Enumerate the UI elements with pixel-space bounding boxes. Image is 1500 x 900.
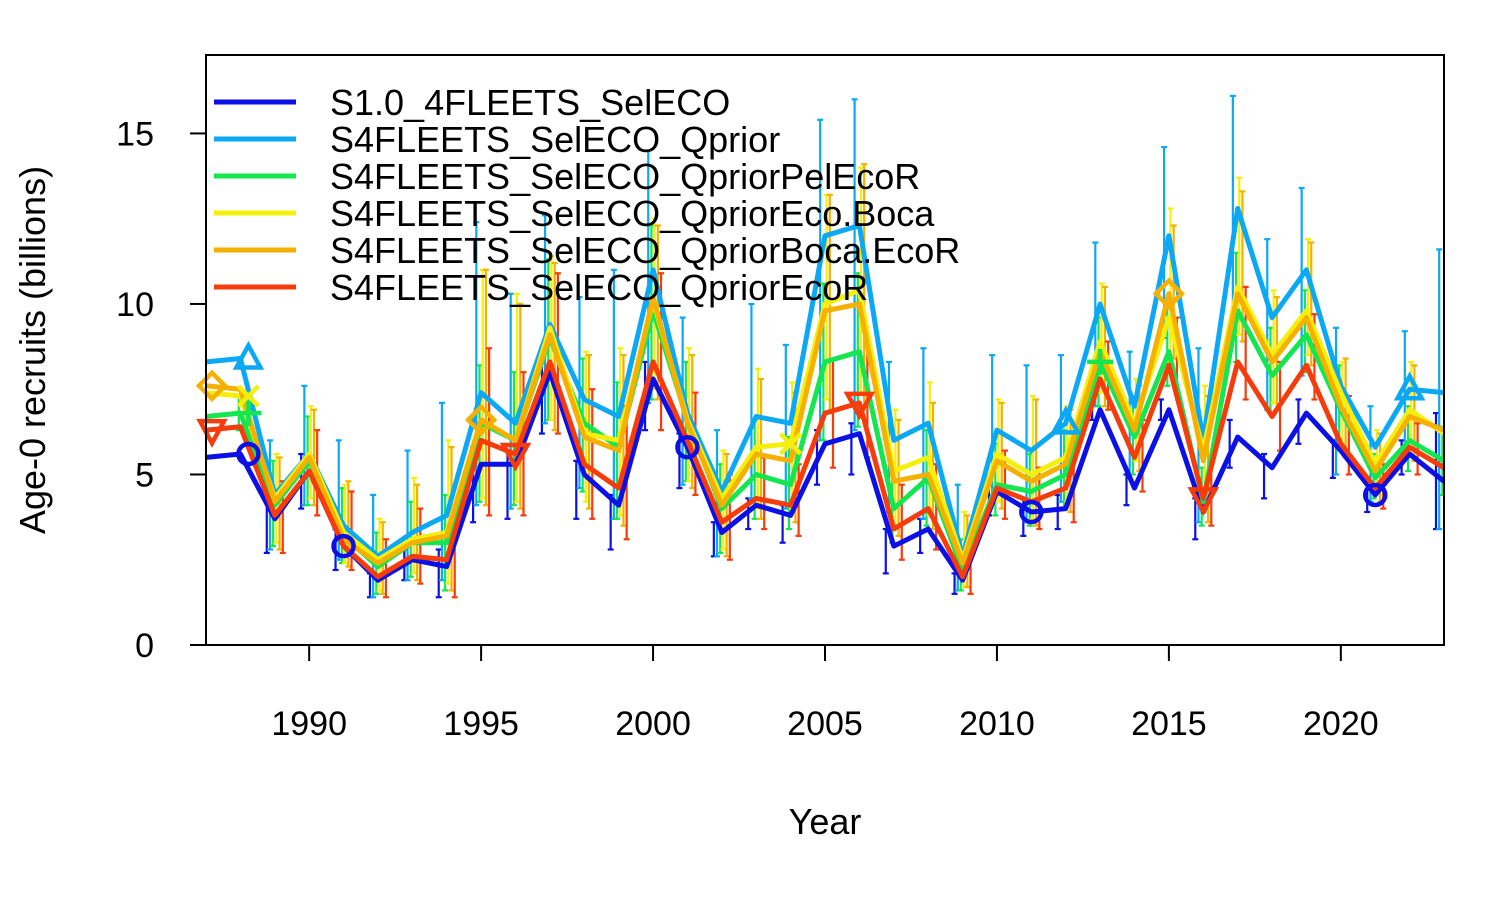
legend-label: S4FLEETS_SelECO_QpriorEco.Boca (330, 193, 935, 234)
x-tick-label: 1995 (443, 705, 519, 743)
y-tick-label: 15 (116, 115, 154, 153)
series-marker (675, 434, 700, 460)
axes-layer: 1990 1995 2000 2005 2010 2015 2020 0 5 10 15 (116, 115, 1378, 743)
y-axis-label: Age-0 recruits (billions) (12, 166, 53, 534)
legend-label: S4FLEETS_SelECO_QpriorBoca.EcoR (330, 230, 960, 271)
series-line (206, 291, 1444, 566)
legend-label: S4FLEETS_SelECO_QpriorEcoR (330, 267, 868, 308)
legend-label: S1.0_4FLEETS_SelECO (330, 82, 730, 123)
series-marker (236, 384, 260, 408)
series-marker (195, 369, 229, 402)
markers-layer (195, 277, 1426, 559)
legend-label: S4FLEETS_SelECO_QpriorPelEcoR (330, 156, 920, 197)
x-tick-label: 2000 (615, 705, 691, 743)
series-marker (196, 418, 228, 448)
series-marker (499, 442, 532, 472)
legend: S1.0_4FLEETS_SelECOS4FLEETS_SelECO_Qprio… (214, 82, 960, 308)
series-marker (236, 441, 261, 467)
series-line (206, 359, 1444, 580)
series-marker (1187, 487, 1220, 517)
y-tick-label: 5 (135, 456, 154, 494)
x-tick-label: 2010 (959, 705, 1035, 743)
series-marker (843, 391, 876, 421)
series-layer (206, 94, 1444, 599)
x-tick-label: 2015 (1131, 705, 1207, 743)
y-tick-label: 10 (116, 286, 154, 324)
x-tick-label: 2005 (787, 705, 863, 743)
legend-label: S4FLEETS_SelECO_Qprior (330, 119, 780, 160)
x-tick-label: 2020 (1303, 705, 1379, 743)
series-line (206, 284, 1444, 563)
x-axis-label: Year (789, 801, 862, 842)
y-tick-label: 0 (135, 627, 154, 665)
series-marker (779, 432, 803, 456)
series-marker (1087, 348, 1114, 375)
series-marker (1393, 371, 1426, 401)
series-line (206, 206, 1444, 559)
x-tick-label: 1990 (271, 705, 347, 743)
series-marker (235, 400, 262, 427)
series-marker (232, 340, 265, 370)
series-marker (331, 533, 356, 559)
series-marker (1049, 405, 1082, 435)
series-marker (1362, 482, 1388, 508)
series-marker (464, 403, 498, 437)
series-marker (1152, 277, 1186, 310)
series-marker (1019, 499, 1044, 525)
series-line (206, 369, 1444, 583)
